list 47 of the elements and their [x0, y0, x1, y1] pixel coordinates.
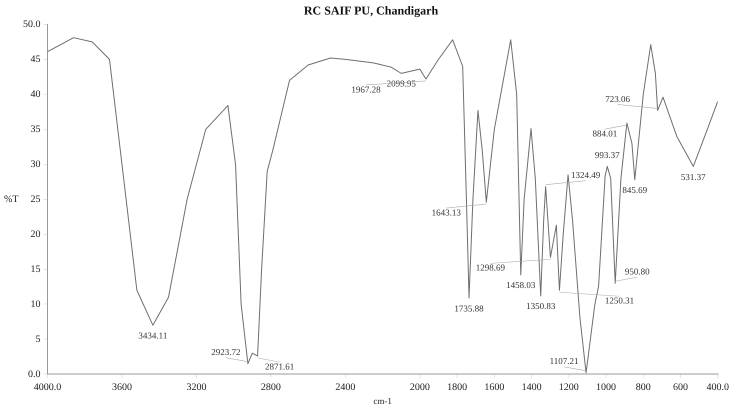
x-tick-label: 1400: [522, 382, 542, 393]
annotation: 1350.83: [526, 301, 556, 312]
y-axis-title: %T: [4, 194, 18, 205]
annotation: 993.37: [594, 150, 620, 160]
annotation: 1324.49: [571, 170, 601, 180]
x-tick-label: 2400: [335, 382, 356, 393]
annotation: 2923.72: [211, 347, 241, 358]
annotation: 1298.69: [476, 262, 506, 273]
x-tick-label: 2800: [260, 382, 281, 393]
y-tick-label: 35: [30, 124, 40, 135]
x-tick-label: 2000: [410, 382, 430, 393]
x-tick-label: 600: [673, 382, 688, 393]
annotation: 1967.28: [351, 84, 382, 94]
annotation: 1735.88: [454, 303, 484, 314]
y-tick-label: 0.0: [28, 368, 40, 380]
y-tick-label: 10: [30, 298, 40, 310]
annotation: 531.37: [680, 172, 706, 182]
annotation: 950.80: [624, 266, 650, 277]
y-tick-label: 20: [30, 228, 40, 240]
y-tick-label: 15: [30, 264, 40, 275]
x-tick-label: 400.0: [706, 382, 729, 393]
x-tick-label: 1600: [484, 382, 504, 393]
x-axis-title: cm-1: [373, 396, 392, 406]
x-tick-label: 3600: [112, 382, 132, 393]
x-tick-label: 800: [636, 382, 651, 393]
x-tick-label: 3200: [186, 382, 206, 393]
annotation: 1458.03: [506, 280, 536, 290]
x-tick-label: 1800: [447, 382, 468, 393]
y-tick-label: 30: [30, 158, 40, 170]
annotation: 845.69: [622, 185, 648, 196]
x-tick-label: 1200: [558, 382, 579, 393]
y-tick-label: 25: [30, 194, 40, 205]
chart-title: RC SAIF PU, Chandigarh: [304, 3, 438, 18]
y-tick-label: 5: [36, 334, 40, 345]
annotation: 3434.11: [138, 330, 168, 341]
annotation: 1107.21: [550, 356, 579, 366]
annotation: 2871.61: [264, 361, 294, 372]
annotation: 1643.13: [432, 207, 462, 218]
annotation: 723.06: [605, 94, 630, 104]
annotation: 1250.31: [604, 296, 634, 306]
x-tick-label: 1000: [596, 382, 616, 393]
x-tick-label: 4000.0: [34, 382, 62, 393]
y-tick-label: 50.0: [23, 19, 40, 30]
y-tick-label: 45: [30, 54, 40, 66]
y-tick-label: 40: [30, 88, 40, 100]
annotation: 884.01: [592, 128, 618, 138]
annotation: 2099.95: [386, 78, 416, 89]
